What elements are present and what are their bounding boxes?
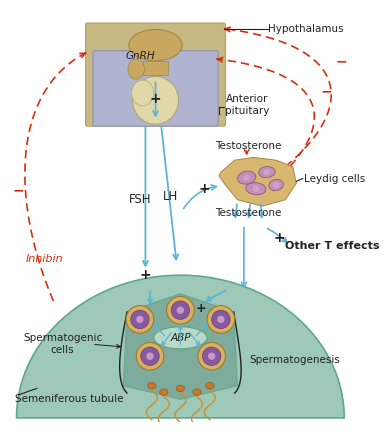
Ellipse shape xyxy=(206,382,214,389)
Text: Leydig cells: Leydig cells xyxy=(304,174,365,183)
Text: −: − xyxy=(335,55,347,69)
Text: Spermatogenesis: Spermatogenesis xyxy=(249,355,340,365)
Polygon shape xyxy=(16,275,344,418)
Ellipse shape xyxy=(160,389,168,395)
Circle shape xyxy=(208,352,215,360)
Circle shape xyxy=(126,306,154,333)
Circle shape xyxy=(177,307,184,314)
Circle shape xyxy=(203,347,221,365)
Text: +: + xyxy=(140,268,151,282)
Ellipse shape xyxy=(258,167,275,178)
Text: Inhibin: Inhibin xyxy=(25,253,63,264)
Ellipse shape xyxy=(193,389,201,395)
Ellipse shape xyxy=(246,183,266,195)
Polygon shape xyxy=(123,293,237,400)
Ellipse shape xyxy=(129,29,182,61)
Text: +: + xyxy=(150,92,161,106)
Circle shape xyxy=(171,301,190,319)
Ellipse shape xyxy=(133,77,179,124)
Circle shape xyxy=(273,182,279,188)
Text: Other T effects: Other T effects xyxy=(285,241,380,251)
Text: FSH: FSH xyxy=(129,193,151,206)
FancyBboxPatch shape xyxy=(93,51,218,126)
Ellipse shape xyxy=(128,59,145,79)
Text: +: + xyxy=(199,182,210,196)
Circle shape xyxy=(141,347,159,365)
Text: +: + xyxy=(196,302,206,315)
Text: Spermatogenic
cells: Spermatogenic cells xyxy=(23,333,102,356)
Polygon shape xyxy=(143,61,169,75)
Text: Semeniferous tubule: Semeniferous tubule xyxy=(15,395,123,404)
Circle shape xyxy=(217,316,224,323)
Ellipse shape xyxy=(176,385,185,392)
Ellipse shape xyxy=(154,327,207,349)
Ellipse shape xyxy=(148,382,156,389)
Text: Testosterone: Testosterone xyxy=(215,141,282,151)
Circle shape xyxy=(198,342,226,370)
Text: LH: LH xyxy=(163,191,178,203)
Circle shape xyxy=(207,306,235,333)
Text: −: − xyxy=(13,183,24,198)
Ellipse shape xyxy=(237,171,256,184)
Circle shape xyxy=(253,186,259,192)
Circle shape xyxy=(264,169,270,176)
Circle shape xyxy=(167,297,194,324)
Text: Anterior
pituitary: Anterior pituitary xyxy=(226,94,270,116)
Circle shape xyxy=(244,174,250,181)
Circle shape xyxy=(136,316,143,323)
Ellipse shape xyxy=(269,180,283,191)
Circle shape xyxy=(136,342,164,370)
Polygon shape xyxy=(219,158,296,206)
Circle shape xyxy=(131,310,149,329)
Text: GnRH: GnRH xyxy=(125,51,155,61)
Text: −: − xyxy=(321,84,332,98)
FancyBboxPatch shape xyxy=(86,23,226,126)
Text: +: + xyxy=(274,231,285,246)
Ellipse shape xyxy=(132,80,154,106)
Text: Hypothalamus: Hypothalamus xyxy=(268,24,343,33)
Circle shape xyxy=(146,352,154,360)
Text: Testosterone: Testosterone xyxy=(215,208,282,218)
Circle shape xyxy=(212,310,230,329)
Text: ABP: ABP xyxy=(170,333,191,343)
